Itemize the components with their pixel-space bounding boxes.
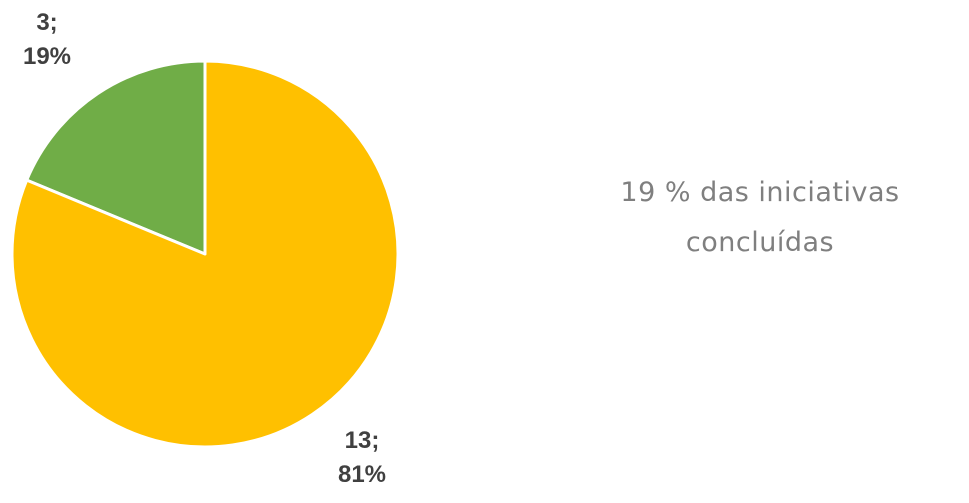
data-label-percent: 81% — [337, 461, 387, 488]
summary-text: 19 % das iniciativas concluídas — [556, 168, 964, 268]
data-label-slice-pending: 13; 81% — [324, 424, 400, 492]
pie-slice-pending — [10, 59, 400, 449]
data-label-slice-completed: 3; 19% — [17, 6, 77, 74]
summary-line-1: 19 % das iniciativas — [620, 177, 900, 208]
pie-slice-completed — [25, 59, 207, 256]
data-label-value: 3; — [36, 9, 58, 36]
data-label-value: 13; — [344, 427, 380, 454]
data-label-percent: 19% — [22, 43, 72, 70]
summary-line-2: concluídas — [685, 227, 835, 258]
